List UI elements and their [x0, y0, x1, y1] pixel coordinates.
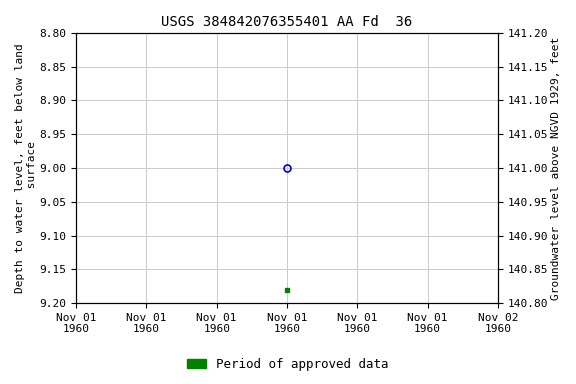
Y-axis label: Groundwater level above NGVD 1929, feet: Groundwater level above NGVD 1929, feet	[551, 36, 561, 300]
Legend: Period of approved data: Period of approved data	[183, 353, 393, 376]
Y-axis label: Depth to water level, feet below land
 surface: Depth to water level, feet below land su…	[15, 43, 37, 293]
Title: USGS 384842076355401 AA Fd  36: USGS 384842076355401 AA Fd 36	[161, 15, 412, 29]
